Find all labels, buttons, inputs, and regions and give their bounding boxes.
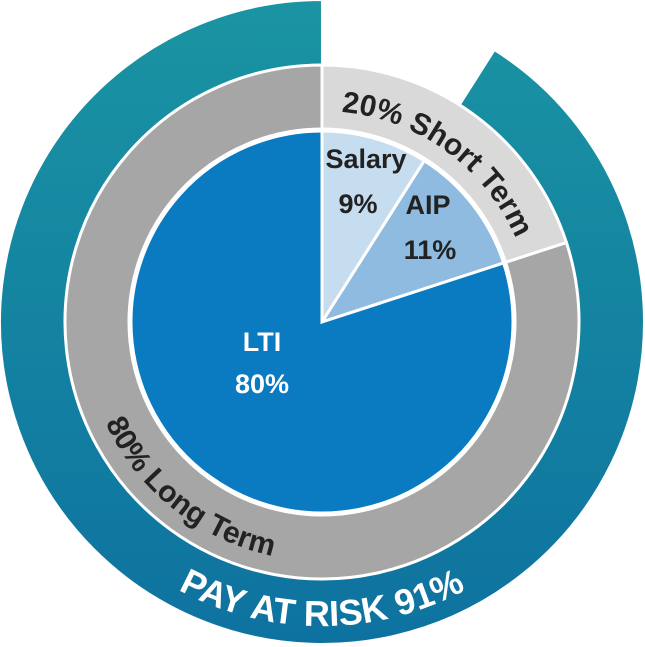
slice-value: 80% [235, 369, 289, 399]
pie-slice [320, 129, 427, 328]
slice-name: LTI [243, 327, 281, 357]
slice-value: 9% [338, 189, 377, 219]
slice-value: 11% [404, 235, 457, 265]
pie-slice [129, 129, 515, 515]
pie-slice [318, 158, 506, 325]
slice-name: AIP [405, 190, 450, 220]
group-arc [63, 63, 581, 581]
slice-name: Salary [325, 144, 406, 174]
